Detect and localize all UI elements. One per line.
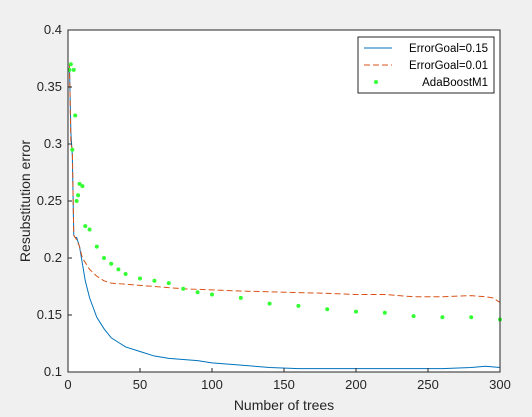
legend-box bbox=[357, 36, 495, 94]
adaboost-point bbox=[138, 276, 142, 281]
x-tick-label: 150 bbox=[273, 377, 295, 392]
adaboost-point bbox=[325, 307, 330, 312]
adaboost-point bbox=[267, 301, 272, 306]
adaboost-point bbox=[102, 256, 106, 260]
adaboost-point bbox=[68, 62, 73, 67]
adaboost-point bbox=[166, 281, 171, 286]
y-tick-label: 0.1 bbox=[44, 364, 62, 379]
series-line-0 bbox=[68, 64, 501, 370]
y-tick-label: 0.25 bbox=[37, 193, 62, 208]
adaboost-point bbox=[123, 271, 128, 276]
adaboost-point bbox=[94, 244, 99, 249]
legend-label: ErrorGoal=0.15 bbox=[409, 43, 488, 55]
x-axis-label: Number of trees bbox=[234, 397, 334, 413]
legend: ErrorGoal=0.15 ErrorGoal=0.01 AdaBoostM1 bbox=[357, 36, 495, 94]
x-tick-label: 0 bbox=[64, 377, 71, 392]
series-layer bbox=[67, 62, 502, 370]
adaboost-point bbox=[181, 286, 186, 291]
series-line-1 bbox=[68, 64, 501, 303]
adaboost-point bbox=[80, 184, 85, 189]
adaboost-point bbox=[238, 295, 243, 300]
adaboost-point bbox=[71, 67, 76, 72]
adaboost-point bbox=[87, 227, 92, 232]
adaboost-point bbox=[76, 193, 81, 198]
adaboost-point bbox=[354, 309, 358, 314]
adaboost-point bbox=[116, 267, 121, 272]
adaboost-point bbox=[77, 181, 82, 186]
adaboost-point bbox=[70, 147, 75, 152]
y-tick-label: 0.15 bbox=[37, 307, 62, 322]
legend-marker bbox=[374, 80, 378, 84]
adaboost-point bbox=[411, 314, 416, 319]
adaboost-point bbox=[296, 303, 301, 308]
adaboost-point bbox=[195, 290, 200, 295]
adaboost-point bbox=[382, 310, 387, 315]
adaboost-point bbox=[74, 199, 79, 203]
y-tick-label: 0.4 bbox=[44, 22, 62, 37]
adaboost-point bbox=[152, 278, 157, 283]
legend-label: ErrorGoal=0.01 bbox=[409, 60, 488, 72]
adaboost-point bbox=[73, 113, 78, 118]
y-tick-label: 0.35 bbox=[37, 79, 62, 94]
y-axis-label: Resubstitution error bbox=[17, 140, 33, 263]
adaboost-point bbox=[83, 224, 88, 229]
adaboost-point bbox=[469, 315, 474, 320]
adaboost-point bbox=[109, 261, 114, 266]
x-tick-label: 100 bbox=[201, 377, 223, 392]
adaboost-point bbox=[440, 315, 445, 320]
x-tick-label: 50 bbox=[133, 377, 147, 392]
adaboost-point bbox=[210, 292, 214, 297]
y-tick-label: 0.2 bbox=[44, 250, 62, 265]
tick-layer: 0 50 100 150 200 250 300 0.1 0.15 0.2 0.25 0.3 0.35 0… bbox=[37, 22, 511, 392]
x-tick-label: 250 bbox=[417, 377, 439, 392]
x-tick-label: 300 bbox=[489, 377, 511, 392]
legend-label: AdaBoostM1 bbox=[422, 77, 488, 89]
y-tick-label: 0.3 bbox=[44, 136, 62, 151]
x-tick-label: 200 bbox=[345, 377, 367, 392]
